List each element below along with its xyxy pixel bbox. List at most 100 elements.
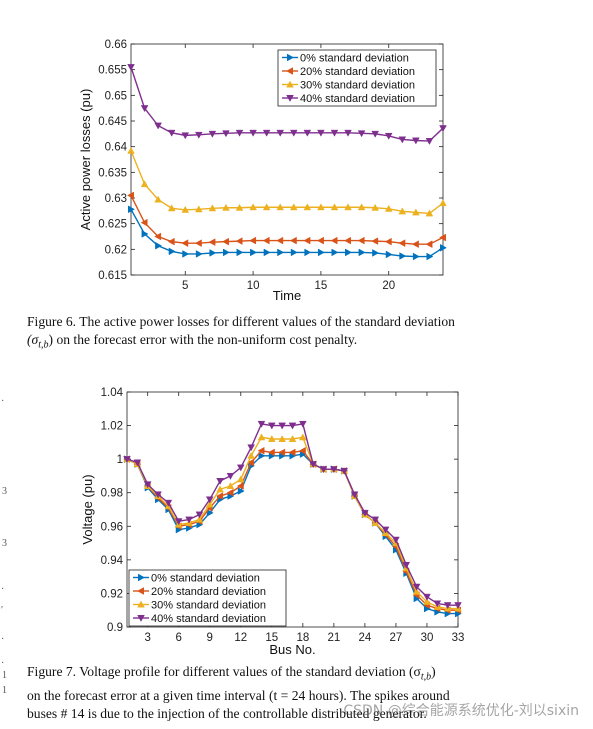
data-point [319,466,328,474]
sigma-subscript: t,b [38,339,49,351]
data-point [167,204,176,212]
data-point [440,243,447,252]
data-point [385,250,393,259]
data-point [208,130,217,138]
data-point [344,236,352,245]
data-point [250,248,258,257]
data-point [317,129,325,137]
data-point [340,467,349,475]
legend-marker [137,587,144,595]
series-1 [127,191,446,249]
data-point [278,448,286,457]
data-point [276,129,285,137]
figure-6-caption-line2: (σt,b) on the forecast error with the no… [27,331,567,355]
data-point [195,205,203,213]
data-point [249,203,257,211]
data-point [249,236,257,245]
x-tick-label: 9 [207,632,213,644]
data-point [433,600,442,608]
data-point [128,205,135,214]
y-tick-label: 0.94 [101,555,124,567]
legend-label: 20% standard deviation [300,66,415,78]
data-point [263,248,271,257]
y-axis-label: Voltage (pu) [80,474,95,544]
data-point [371,516,380,524]
data-point [205,496,214,504]
data-point [357,130,366,138]
data-point [288,435,297,442]
data-point [237,487,245,495]
data-point [235,129,244,137]
data-point [357,203,366,211]
data-point [330,236,338,245]
data-point [439,125,447,133]
data-point [167,129,176,137]
data-point [127,64,135,72]
data-point [309,461,318,469]
x-tick-label: 15 [315,280,328,292]
data-point [257,433,266,441]
data-point [331,248,339,257]
y-tick-label: 0.96 [101,521,123,533]
x-tick-label: 5 [182,280,188,292]
data-point [127,191,134,200]
data-point [236,475,245,483]
data-point [288,448,296,457]
y-tick-label: 0.64 [105,142,128,154]
data-point [127,146,135,154]
data-point [236,464,245,472]
y-tick-label: 1.04 [101,387,124,399]
data-point [398,207,407,215]
data-point [140,218,148,227]
data-point [358,248,366,257]
x-tick-label: 21 [327,632,340,644]
data-point [316,236,324,245]
data-point [412,583,421,591]
data-point [182,250,190,258]
data-point [247,444,255,452]
legend-label: 40% standard deviation [151,613,266,625]
data-point [140,105,149,113]
data-point [371,203,379,211]
data-point [423,593,431,601]
data-point [209,249,217,257]
data-point [371,237,379,245]
data-point [154,491,162,499]
data-point [425,209,434,217]
legend-marker [286,67,293,75]
figure-7-caption-line2: on the forecast error at a given time in… [27,687,450,703]
watermark: CSDN @综合能源系统优化-刘以sixin [343,703,579,719]
y-tick-label: 0.98 [101,488,123,500]
data-point [439,233,446,242]
figure-7-caption-line3: buses # 14 is due to the injection of th… [27,705,427,721]
data-point [208,238,216,246]
margin-mark: 3 [2,486,7,497]
y-tick-label: 0.9 [107,622,123,634]
y-tick-label: 0.645 [98,116,127,128]
data-point [330,466,338,474]
figure-7-caption-line1: Figure 7. Voltage profile for different … [27,663,572,687]
caption-text: ) on the forecast error with the non-uni… [48,332,358,347]
figure-7-caption: Figure 7. Voltage profile for different … [27,663,572,723]
data-point [278,422,286,430]
data-point [425,138,434,145]
data-point [262,129,271,137]
data-point [262,203,271,211]
data-point [426,252,434,261]
legend-label: 30% standard deviation [300,80,415,92]
margin-mark: 1 [2,670,7,681]
data-point [443,602,452,610]
data-point [317,203,325,211]
data-point [181,239,189,247]
x-tick-label: 30 [421,632,434,644]
data-point [299,420,307,428]
y-tick-label: 0.65 [105,90,127,102]
legend-marker [138,573,145,582]
data-point [330,203,339,211]
data-point [381,526,390,534]
legend-label: 0% standard deviation [151,573,260,585]
x-axis-label: Bus No. [269,642,315,657]
data-point [412,252,420,261]
margin-mark: ′ [1,605,4,616]
margin-mark: · [1,396,5,407]
